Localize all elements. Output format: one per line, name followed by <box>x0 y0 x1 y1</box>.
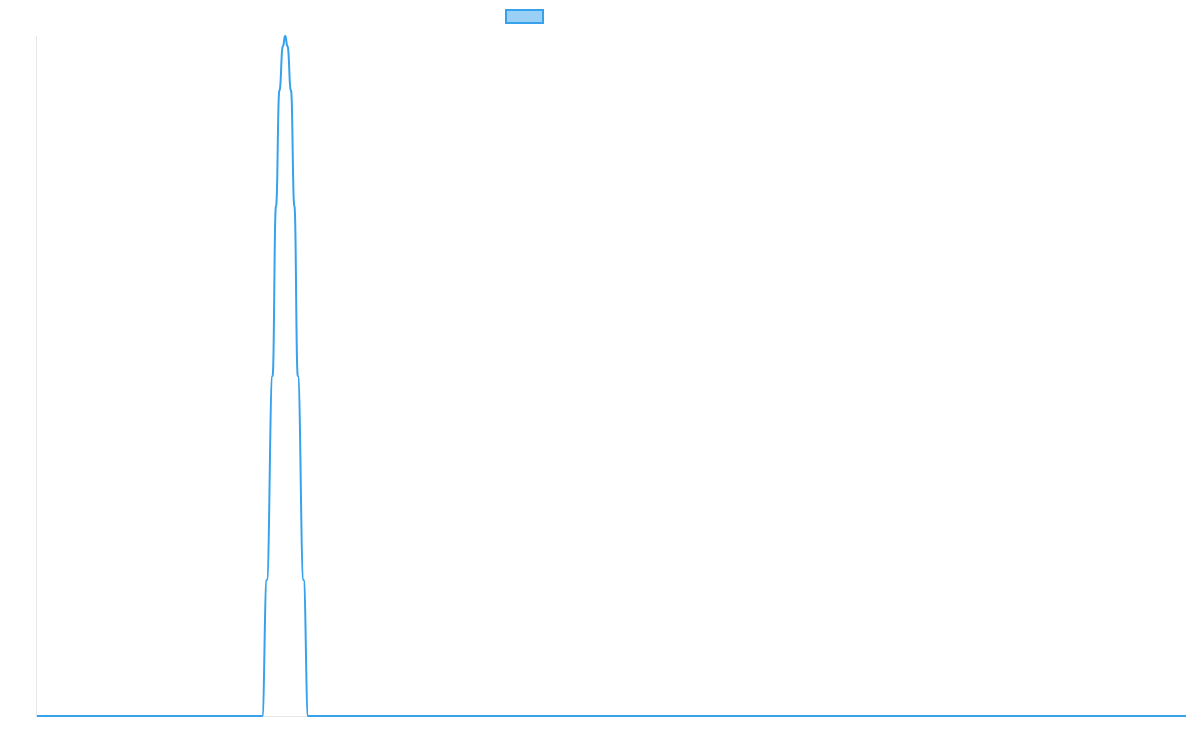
series-layer <box>37 35 1186 718</box>
series-line-0[interactable] <box>37 35 1186 718</box>
legend-swatch[interactable] <box>504 9 544 24</box>
legend[interactable] <box>0 9 1056 24</box>
